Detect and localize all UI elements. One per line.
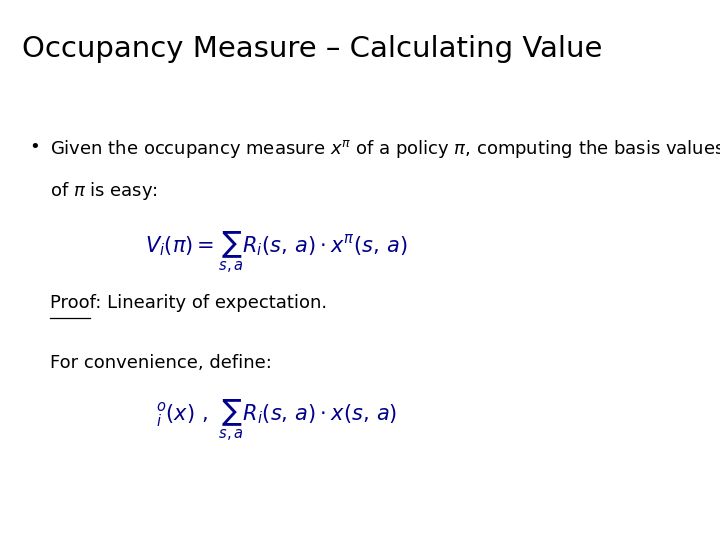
Text: Occupancy Measure – Calculating Value: Occupancy Measure – Calculating Value bbox=[22, 35, 603, 63]
Text: Given the occupancy measure $x^{\pi}$ of a policy $\pi$, computing the basis val: Given the occupancy measure $x^{\pi}$ of… bbox=[50, 138, 720, 160]
Text: For convenience, define:: For convenience, define: bbox=[50, 354, 271, 372]
Text: $V_i(\pi) = \sum_{s,a} R_i(s,\, a)\cdot x^{\pi}(s,\, a)$: $V_i(\pi) = \sum_{s,a} R_i(s,\, a)\cdot … bbox=[145, 230, 408, 275]
Text: •: • bbox=[30, 138, 40, 156]
Text: of $\pi$ is easy:: of $\pi$ is easy: bbox=[50, 180, 158, 202]
Text: Proof: Linearity of expectation.: Proof: Linearity of expectation. bbox=[50, 294, 327, 312]
Text: ${}^o_i(x)\ ,\ \sum_{s,a} R_i(s,\, a)\cdot x(s,\, a)$: ${}^o_i(x)\ ,\ \sum_{s,a} R_i(s,\, a)\cd… bbox=[156, 397, 397, 443]
